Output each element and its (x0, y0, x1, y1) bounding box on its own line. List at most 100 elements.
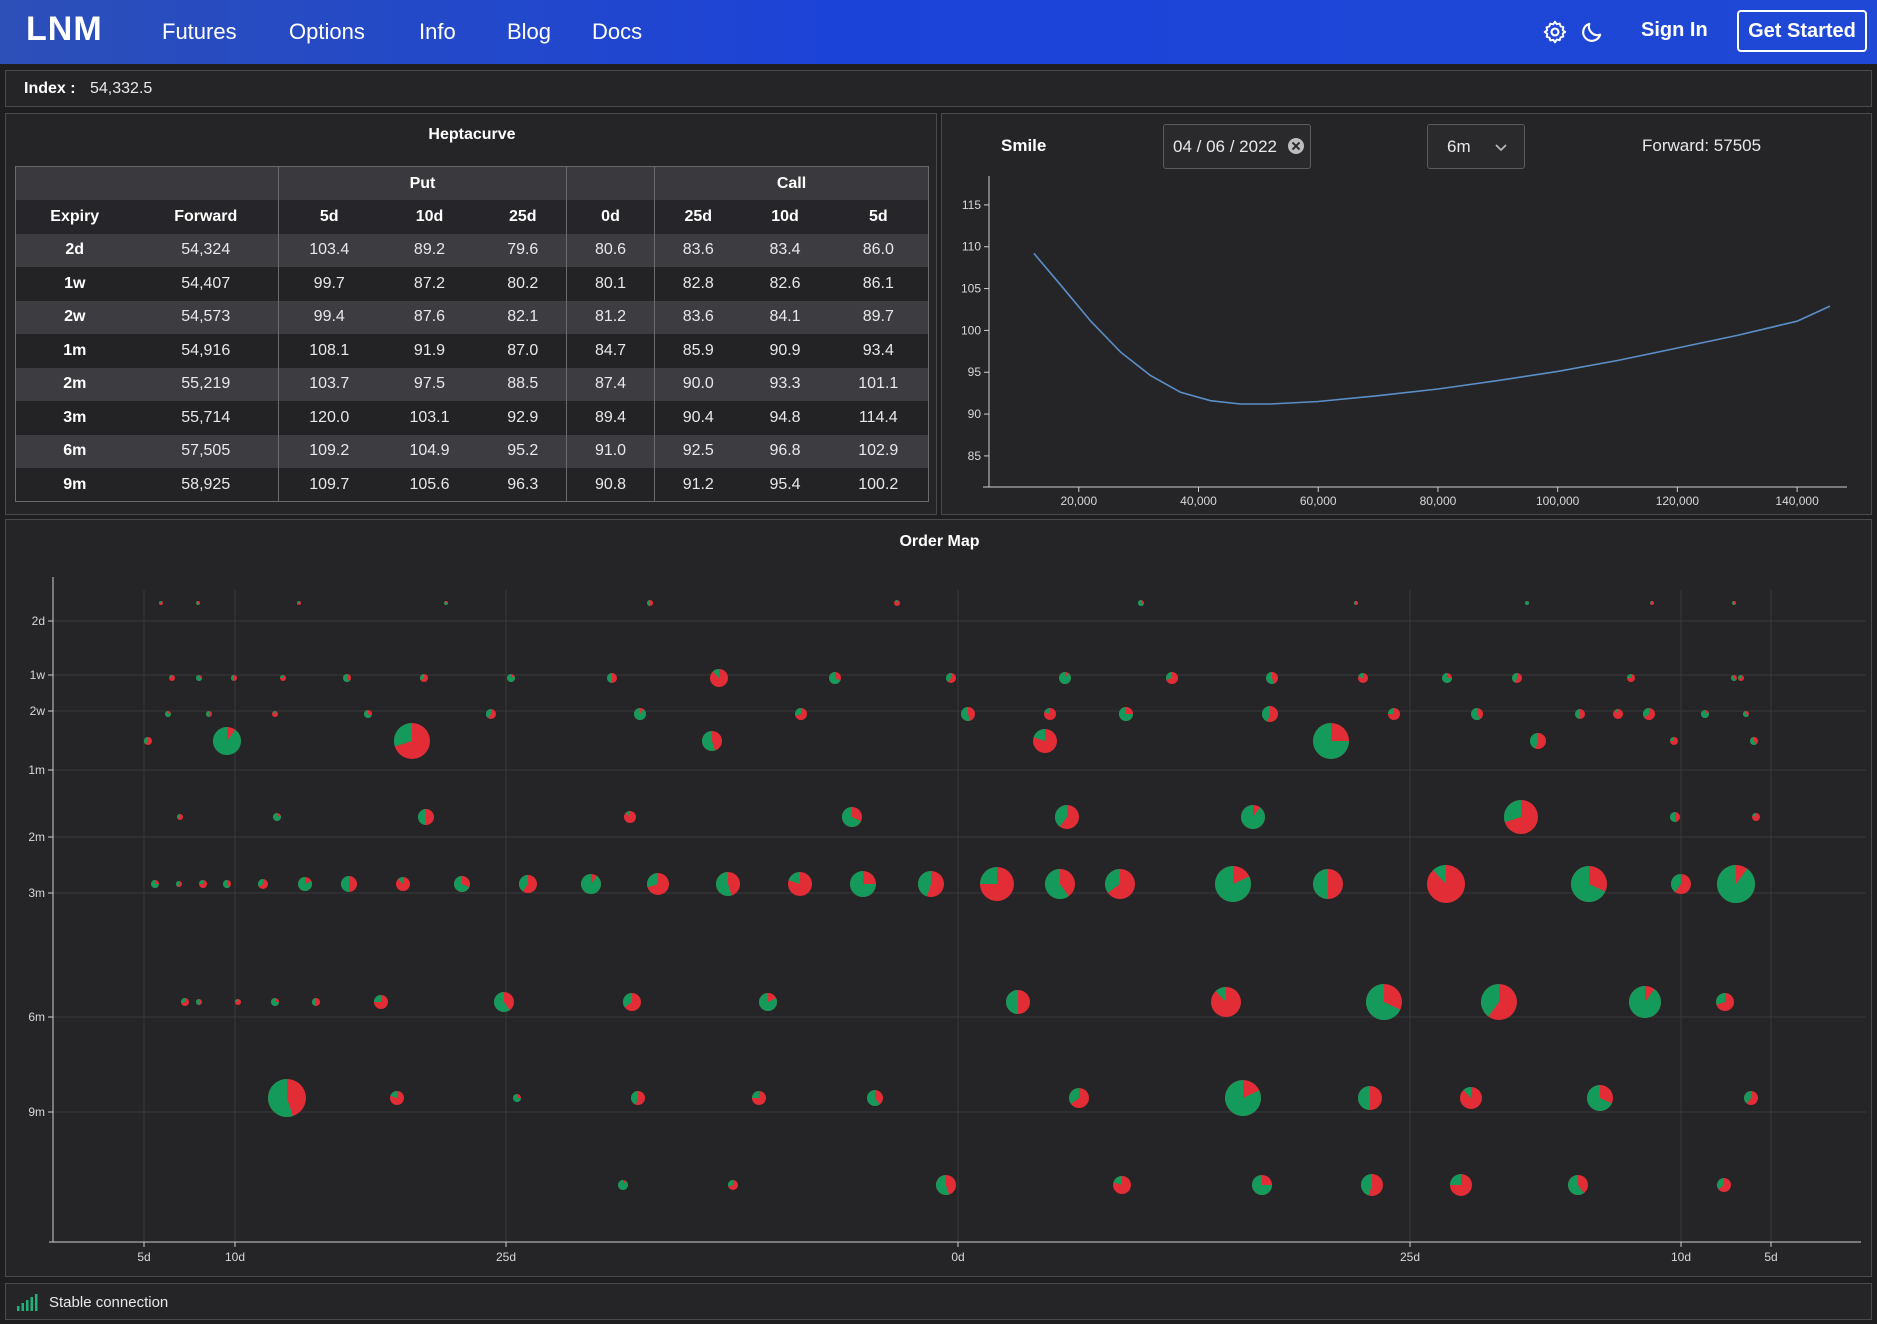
expiry-cell: 6m (15, 434, 134, 468)
table-cell: 90.0 (654, 367, 742, 401)
nav-blog[interactable]: Blog (507, 19, 552, 44)
table-cell: 58,925 (133, 468, 279, 502)
expiry-cell: 1m (15, 334, 134, 368)
order-bubble-slice (712, 669, 719, 678)
order-bubble-slice (894, 600, 897, 603)
brand-logo[interactable]: LNM (26, 10, 103, 48)
table-cell: 97.5 (379, 367, 480, 401)
order-bubble-slice (176, 814, 180, 819)
table-cell: 96.8 (741, 434, 829, 468)
order-bubble-slice (1033, 729, 1045, 741)
x-tick-label: 10d (225, 1250, 245, 1264)
tenor-select[interactable]: 6m (1427, 124, 1525, 169)
order-bubble-slice (206, 711, 209, 717)
table-row: 1w 54,407 99.7 87.2 80.2 80.1 82.8 82.6 86.1 (15, 267, 929, 301)
table-cell: 80.2 (479, 267, 567, 301)
x-tick-label: 60,000 (1300, 494, 1337, 508)
column-header: 5d (828, 200, 929, 234)
order-bubble-slice (1104, 869, 1120, 893)
nav-futures[interactable]: Futures (162, 19, 237, 44)
table-cell: 104.9 (379, 434, 480, 468)
column-header: 5d (278, 200, 380, 234)
sign-in-link[interactable]: Sign In (1641, 19, 1708, 41)
order-bubble-slice (343, 674, 350, 682)
table-cell: 54,573 (133, 300, 279, 334)
chevron-down-icon (1495, 144, 1507, 152)
y-tick-label: 90 (968, 407, 982, 421)
table-cell: 54,916 (133, 334, 279, 368)
order-bubble-slice (341, 876, 349, 892)
order-bubble-slice (164, 711, 171, 717)
table-row: 3m 55,714 120.0 103.1 92.9 89.4 90.4 94.8 114.4 (15, 401, 929, 435)
order-bubble-slice (1511, 672, 1517, 683)
expiry-cell: 9m (15, 468, 134, 502)
column-header: 0d (566, 200, 655, 234)
order-bubble-slice (1006, 990, 1018, 1014)
order-bubble-slice (231, 675, 234, 681)
order-bubble-slice (1628, 986, 1661, 1018)
forward-value: Forward: 57505 (1642, 136, 1762, 155)
table-cell: 103.4 (278, 233, 380, 267)
order-bubble-slice (312, 998, 316, 1006)
gear-icon[interactable] (1542, 19, 1568, 45)
table-cell: 103.7 (278, 367, 380, 401)
nav-docs[interactable]: Docs (592, 19, 643, 44)
date-input[interactable]: 04 / 06 / 2022 (1163, 124, 1311, 169)
x-tick-label: 20,000 (1060, 494, 1097, 508)
order-bubble-slice (1717, 865, 1756, 903)
order-bubble-slice (980, 867, 997, 884)
heptacurve-title: Heptacurve (428, 126, 516, 143)
table-cell: 89.2 (379, 233, 480, 267)
table-cell: 100.2 (828, 468, 929, 502)
table-cell: 83.6 (654, 300, 742, 334)
clear-date-icon[interactable] (1288, 138, 1304, 154)
table-row: 2w 54,573 99.4 87.6 82.1 81.2 83.6 84.1 89.7 (15, 300, 929, 334)
top-navbar: LNM Futures Options Info Blog Docs Sign … (0, 0, 1877, 64)
order-bubble-slice (257, 879, 263, 887)
date-value: 04 / 06 / 2022 (1173, 137, 1277, 156)
y-tick-label: 2m (28, 830, 45, 844)
order-bubble-slice (1627, 674, 1631, 678)
order-bubble-slice (647, 873, 658, 888)
order-bubble-slice (1568, 1175, 1584, 1195)
expiry-cell: 2w (15, 300, 134, 334)
y-tick-label: 1w (30, 668, 46, 682)
order-bubble-slice (1731, 675, 1736, 681)
moon-icon[interactable] (1579, 19, 1605, 45)
order-bubble-slice (374, 995, 381, 1002)
order-bubble-slice (151, 880, 159, 888)
order-bubble-slice (961, 707, 971, 721)
order-bubble-slice (1068, 1088, 1079, 1104)
table-cell: 102.9 (828, 434, 929, 468)
table-cell: 89.7 (828, 300, 929, 334)
get-started-button[interactable]: Get Started (1737, 10, 1867, 52)
order-map-title: Order Map (899, 533, 980, 550)
table-cell: 90.9 (741, 334, 829, 368)
table-cell: 92.9 (479, 401, 567, 435)
table-cell: 89.4 (566, 401, 655, 435)
order-bubble-slice (1045, 869, 1069, 899)
signal-strength-icon (17, 1294, 38, 1311)
group-header-put: Put (277, 166, 567, 200)
table-cell: 95.2 (479, 434, 567, 468)
group-header-atm (566, 166, 655, 200)
order-bubble-slice (727, 1180, 733, 1187)
table-row: 2m 55,219 103.7 97.5 88.5 87.4 90.0 93.3 101.1 (15, 367, 929, 401)
nav-options[interactable]: Options (289, 19, 365, 44)
order-bubble-slice (1366, 984, 1401, 1020)
order-bubble-slice (1432, 865, 1446, 884)
table-cell: 83.4 (741, 233, 829, 267)
nav-info[interactable]: Info (419, 19, 456, 44)
order-bubble-slice (223, 880, 230, 888)
order-bubble-slice (866, 1090, 880, 1106)
x-tick-label: 40,000 (1180, 494, 1217, 508)
y-tick-label: 105 (961, 282, 981, 296)
index-label: Index : (24, 80, 76, 97)
order-map-chart: 5d 10d 25d 0d 25d 10d 5d 2d 1w 2w 1m 2m 3m 6m 9m (28, 577, 1866, 1264)
order-bubble-slice (935, 1175, 950, 1195)
order-bubble-slice (1358, 1086, 1370, 1110)
order-bubble-slice (176, 881, 179, 887)
order-bubble-slice (1225, 1080, 1262, 1116)
column-header: 10d (379, 200, 480, 234)
smile-chart: 85 90 95 100 105 110 115 20,000 40,000 60,000 80,0… (961, 176, 1847, 508)
